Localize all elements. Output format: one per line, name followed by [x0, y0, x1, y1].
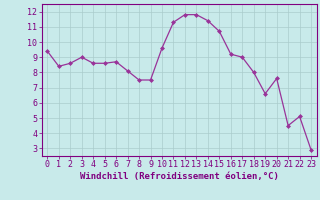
X-axis label: Windchill (Refroidissement éolien,°C): Windchill (Refroidissement éolien,°C)	[80, 172, 279, 181]
